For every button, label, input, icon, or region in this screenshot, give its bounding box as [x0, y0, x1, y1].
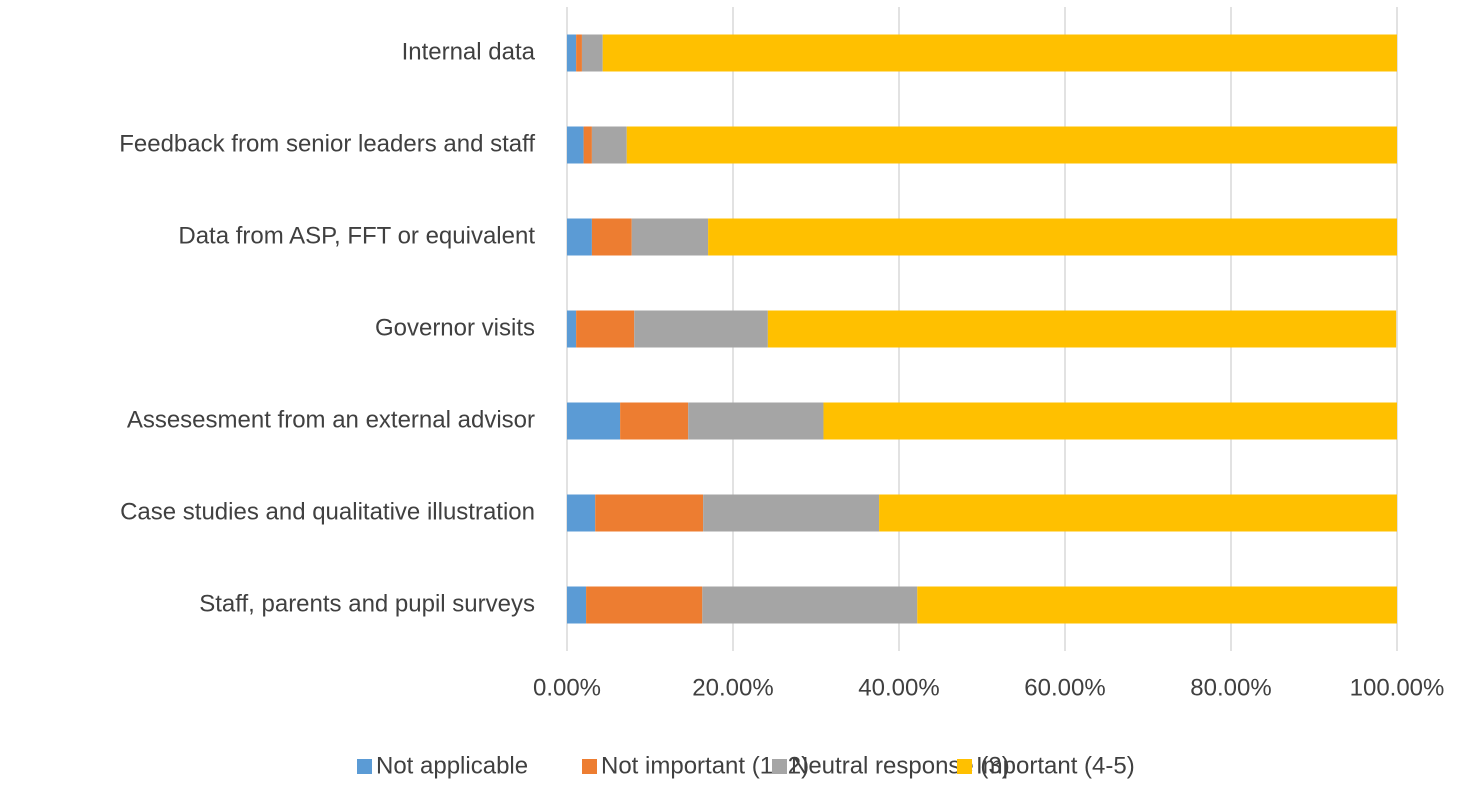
bar-segment — [567, 126, 584, 164]
bar-segment — [879, 494, 1397, 532]
bar-segment — [583, 126, 592, 164]
bar-segment — [591, 126, 627, 164]
legend-swatch — [357, 759, 372, 774]
x-tick-label: 40.00% — [858, 674, 939, 701]
bar-segment — [688, 402, 824, 440]
bar-segment — [586, 586, 703, 624]
x-tick-label: 100.00% — [1350, 674, 1445, 701]
y-tick-label: Governor visits — [375, 314, 535, 341]
bar-segment — [620, 402, 689, 440]
y-tick-label: Feedback from senior leaders and staff — [119, 130, 535, 157]
bar-segment — [602, 34, 1397, 72]
x-tick-label: 60.00% — [1024, 674, 1105, 701]
bar-segment — [567, 310, 577, 348]
legend-label: Not applicable — [376, 752, 528, 779]
bar-segment — [591, 218, 632, 256]
legend-label: Important (4-5) — [976, 752, 1135, 779]
bar-segment — [767, 310, 1397, 348]
bar-segment — [576, 34, 582, 72]
x-tick-label: 80.00% — [1190, 674, 1271, 701]
bar-segment — [631, 218, 709, 256]
legend-label: Neutral response (3) — [791, 752, 1010, 779]
y-tick-label: Staff, parents and pupil surveys — [199, 590, 535, 617]
bar-segment — [595, 494, 704, 532]
bar-segment — [576, 310, 635, 348]
y-tick-label: Data from ASP, FFT or equivalent — [178, 222, 535, 249]
bar-segment — [634, 310, 768, 348]
legend-swatch — [582, 759, 597, 774]
bar-segment — [567, 586, 587, 624]
bar-segment — [567, 218, 592, 256]
bar-segment — [703, 494, 880, 532]
y-tick-label: Internal data — [402, 38, 536, 65]
x-tick-label: 0.00% — [533, 674, 601, 701]
y-tick-label: Assesesment from an external advisor — [127, 406, 535, 433]
bar-segment — [708, 218, 1397, 256]
bar-segment — [626, 126, 1397, 164]
bar-segment — [567, 402, 621, 440]
bar-segment — [567, 494, 596, 532]
legend-swatch — [957, 759, 972, 774]
bar-segment — [917, 586, 1397, 624]
bar-segment — [581, 34, 603, 72]
legend-swatch — [772, 759, 787, 774]
bar-segment — [823, 402, 1397, 440]
x-tick-label: 20.00% — [692, 674, 773, 701]
y-tick-label: Case studies and qualitative illustratio… — [120, 498, 535, 525]
bar-segment — [567, 34, 577, 72]
bar-segment — [702, 586, 918, 624]
